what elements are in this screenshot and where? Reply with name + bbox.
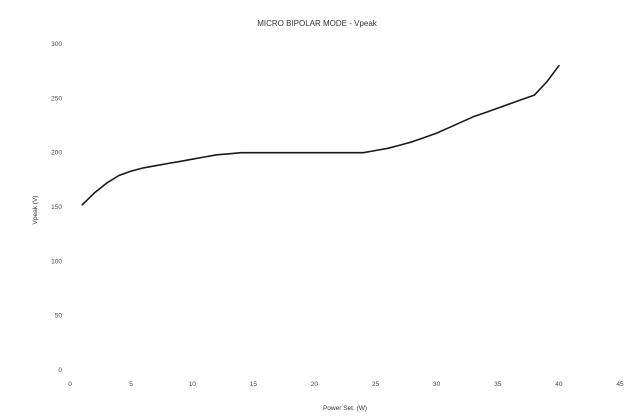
y-tick-label: 0 bbox=[58, 367, 62, 374]
y-tick-label: 250 bbox=[51, 95, 62, 102]
x-tick-label: 25 bbox=[372, 381, 380, 388]
x-axis-ticks: 0 5 10 15 20 25 30 35 40 45 bbox=[68, 381, 624, 388]
y-tick-label: 100 bbox=[51, 258, 62, 265]
x-tick-label: 40 bbox=[555, 381, 563, 388]
x-tick-label: 30 bbox=[433, 381, 441, 388]
x-tick-label: 0 bbox=[68, 381, 72, 388]
x-tick-label: 10 bbox=[189, 381, 197, 388]
y-tick-label: 50 bbox=[55, 313, 63, 320]
x-tick-label: 45 bbox=[616, 381, 624, 388]
x-tick-label: 20 bbox=[311, 381, 319, 388]
chart-title: MICRO BIPOLAR MODE - Vpeak bbox=[257, 19, 378, 28]
y-tick-label: 300 bbox=[51, 41, 62, 48]
x-tick-label: 35 bbox=[494, 381, 502, 388]
y-axis-ticks: 0 50 100 150 200 250 300 bbox=[51, 41, 62, 374]
x-tick-label: 15 bbox=[250, 381, 258, 388]
x-tick-label: 5 bbox=[129, 381, 133, 388]
y-tick-label: 200 bbox=[51, 150, 62, 157]
series-line bbox=[81, 64, 560, 206]
x-axis-label: Power Set. (W) bbox=[323, 405, 367, 412]
y-tick-label: 150 bbox=[51, 204, 62, 211]
series-layer bbox=[81, 64, 560, 206]
y-axis-label: Vpeak (V) bbox=[32, 196, 39, 225]
